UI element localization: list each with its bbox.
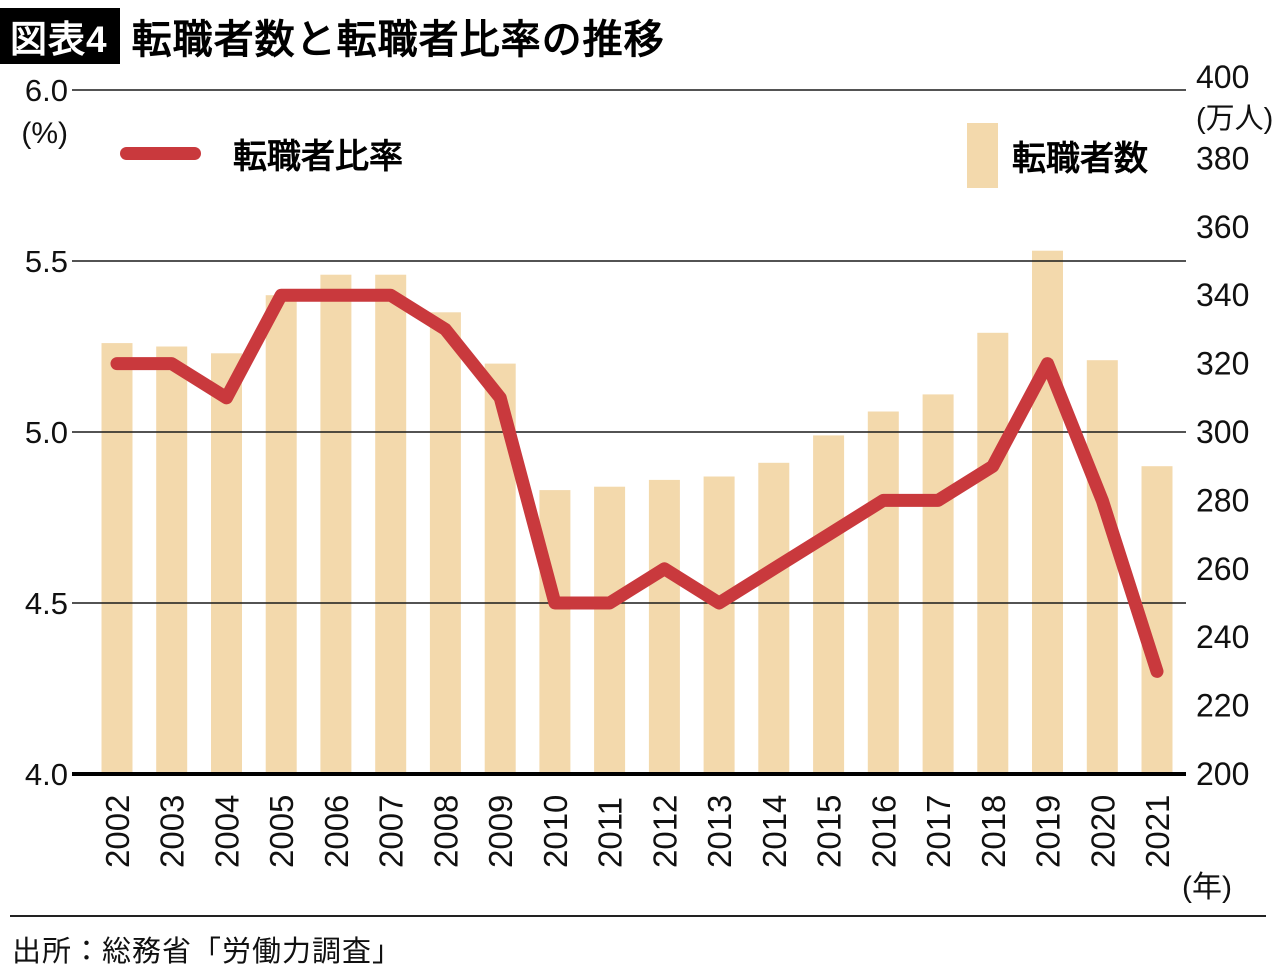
x-axis-year-label: 2018 — [975, 795, 1012, 868]
figure-number-badge: 図表4 — [0, 8, 120, 64]
chart-canvas: 6.0 5.5 5.0 4.5 4.0 (%) 400 380 360 340 320 300 280 2… — [21, 59, 1273, 904]
right-axis-unit-label: (万人) — [1196, 103, 1273, 135]
bar-2012 — [648, 479, 680, 776]
legend-ratio: 転職者比率 — [120, 130, 403, 176]
right-axis-tick-label: 340 — [1196, 277, 1249, 313]
bar-2020 — [1086, 360, 1118, 776]
x-axis-year-label: 2009 — [482, 795, 519, 868]
right-axis-tick-label: 200 — [1196, 756, 1249, 792]
bar-2013 — [703, 476, 735, 776]
page-title: 転職者数と転職者比率の推移 — [131, 18, 665, 62]
bar-2019 — [1032, 250, 1063, 776]
x-axis-year-label: 2002 — [99, 795, 136, 868]
right-axis-tick-label: 360 — [1196, 209, 1249, 245]
left-axis-tick-label: 5.0 — [25, 415, 68, 450]
line-swatch-icon — [120, 146, 201, 160]
x-axis-year-label: 2014 — [756, 795, 793, 868]
x-axis-year-label: 2020 — [1084, 795, 1121, 868]
left-axis-tick-label: 5.5 — [25, 244, 68, 279]
bar-swatch-icon — [967, 122, 998, 188]
bar-2018 — [977, 332, 1009, 776]
x-axis-year-label: 2016 — [865, 795, 902, 868]
bar-2011 — [594, 486, 626, 776]
x-axis-year-label: 2015 — [811, 795, 848, 868]
bar-2005 — [265, 295, 297, 776]
bar-2008 — [429, 312, 461, 776]
left-axis-tick-label: 6.0 — [25, 73, 68, 108]
left-axis-unit-label: (%) — [21, 117, 68, 150]
bar-2014 — [758, 462, 790, 776]
x-axis-year-label: 2004 — [209, 795, 246, 868]
bar-2003 — [156, 346, 188, 776]
bar-2015 — [813, 435, 845, 776]
x-axis-year-label: 2006 — [318, 795, 355, 868]
bar-2006 — [320, 274, 352, 776]
left-axis-tick-label: 4.5 — [25, 586, 68, 621]
source-note: 出所：総務省「労働力調査」 — [12, 936, 403, 968]
x-axis-year-label: 2007 — [373, 795, 410, 868]
bar-2016 — [867, 411, 899, 776]
x-axis-year-label: 2010 — [537, 795, 574, 868]
chart-header: 図表4 転職者数と転職者比率の推移 — [0, 8, 665, 64]
x-axis-year-label: 2019 — [1030, 795, 1067, 868]
legend-count-label: 転職者数 — [1012, 139, 1148, 178]
footer-divider — [10, 915, 1266, 917]
right-axis-tick-label: 320 — [1196, 346, 1249, 382]
bar-2007 — [375, 274, 407, 776]
x-axis-unit-label: (年) — [1182, 871, 1232, 904]
bar-2002 — [101, 343, 133, 776]
right-axis-tick-label: 300 — [1196, 414, 1249, 450]
x-axis-year-label: 2012 — [646, 795, 683, 868]
bar-2017 — [922, 394, 954, 776]
ratio-line-series — [110, 288, 1164, 678]
x-axis-year-label: 2011 — [592, 797, 629, 868]
x-axis-year-label: 2017 — [920, 795, 957, 868]
right-axis-tick-label: 260 — [1196, 551, 1249, 587]
x-axis-year-label: 2003 — [154, 795, 191, 868]
x-axis-year-label: 2013 — [701, 795, 738, 868]
bar-2010 — [539, 490, 571, 776]
x-axis-year-label: 2008 — [427, 795, 464, 868]
right-axis-tick-label: 240 — [1196, 619, 1249, 655]
legend-count: 転職者数 — [967, 122, 1148, 188]
right-axis-tick-label: 400 — [1196, 59, 1249, 95]
legend-ratio-label: 転職者比率 — [233, 137, 403, 176]
right-axis-tick-label: 220 — [1196, 688, 1249, 724]
right-axis-tick-label: 380 — [1196, 140, 1249, 176]
x-axis-year-label: 2021 — [1139, 795, 1176, 868]
bar-2004 — [211, 353, 242, 776]
left-axis-tick-label: 4.0 — [25, 757, 68, 792]
right-axis-tick-label: 280 — [1196, 482, 1249, 518]
x-axis-year-label: 2005 — [263, 795, 300, 868]
